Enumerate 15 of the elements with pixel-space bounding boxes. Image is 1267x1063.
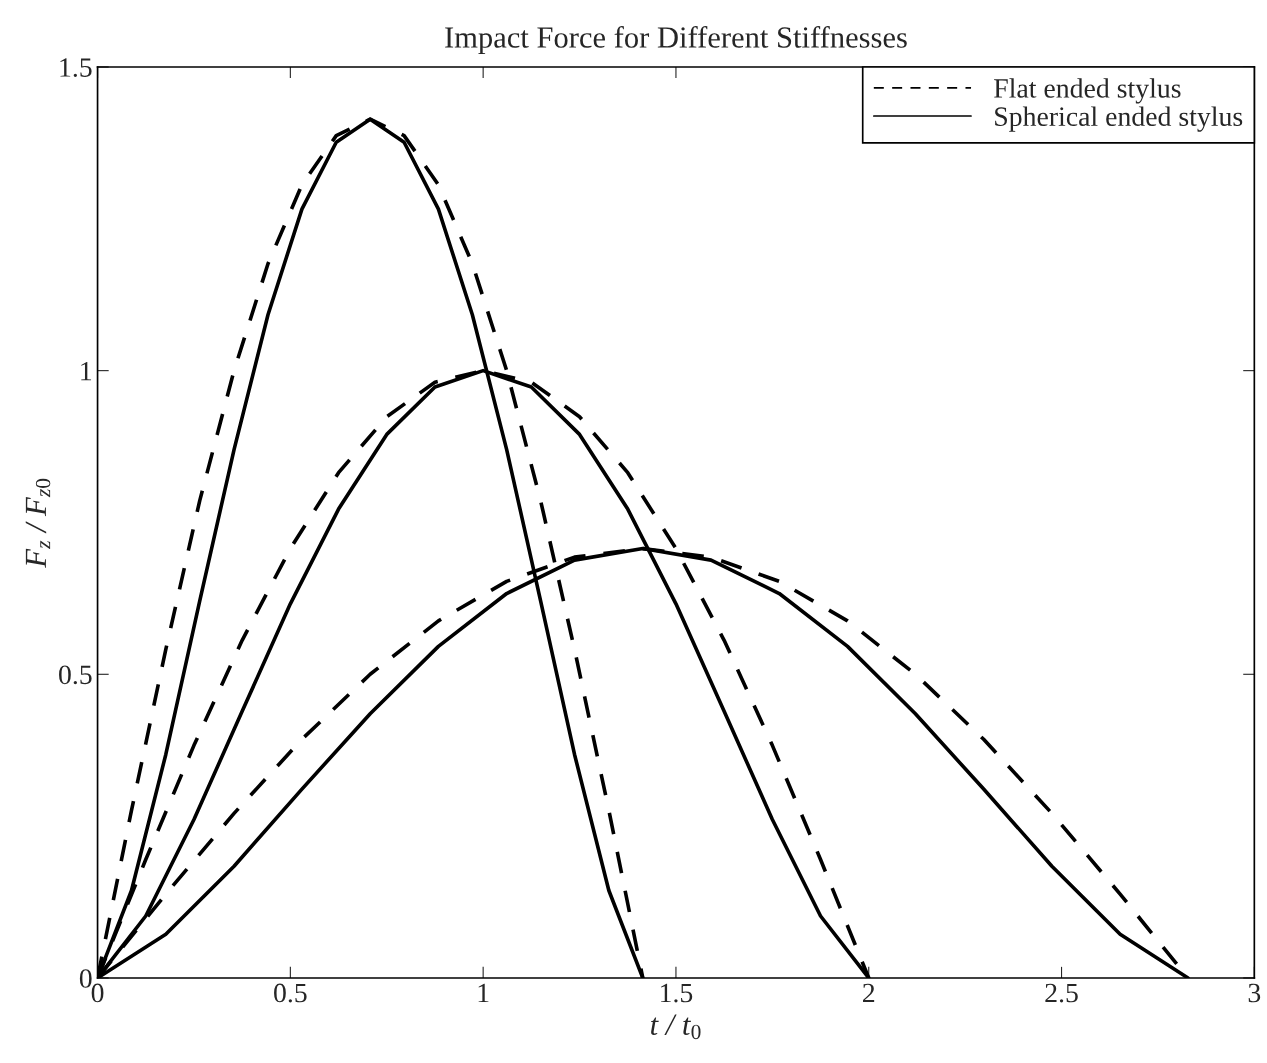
- x-tick-label: 3: [1248, 983, 1261, 1003]
- x-tick-label: 1: [478, 983, 489, 1003]
- x-tick-label: 2: [863, 983, 875, 1003]
- y-axis-title: F$_{z}$ / F$_{z0}$: [25, 478, 51, 568]
- y-tick-label: 0.5: [59, 665, 92, 685]
- y-tick-label: 1.5: [60, 58, 92, 77]
- legend-label: Spherical ended stylus: [995, 106, 1243, 132]
- x-tick-label: 1.5: [661, 983, 693, 1003]
- x-tick-label: 0.5: [274, 983, 307, 1003]
- y-tick-label: 1: [81, 361, 92, 381]
- x-axis-title: t / t$_{0}$: [651, 1014, 701, 1040]
- x-tick-label: 2.5: [1045, 983, 1078, 1003]
- y-tick-label: 0: [79, 969, 92, 988]
- chart-title: Impact Force for Different Stiffnesses: [445, 26, 907, 55]
- legend-label: Flat ended stylus: [994, 78, 1181, 104]
